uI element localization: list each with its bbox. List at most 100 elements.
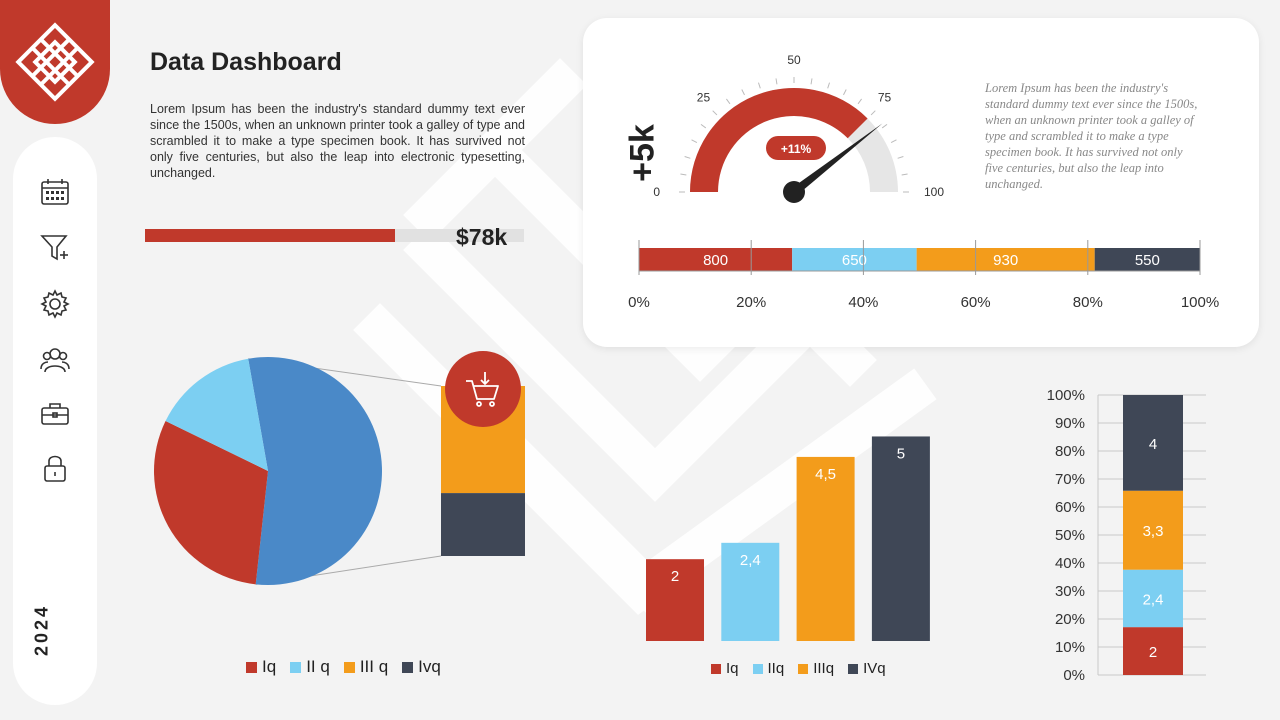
- logo-icon: [15, 22, 95, 102]
- gauge-tick: [726, 98, 731, 105]
- gauge-tick-label: 25: [697, 90, 711, 104]
- legend-swatch: [290, 661, 302, 673]
- axis-tick-label: 60%: [961, 294, 991, 311]
- gauge-tick: [775, 78, 778, 85]
- progress-value-label: $78k: [456, 224, 508, 250]
- legend-label: IIIq: [813, 660, 835, 677]
- column-bar: [721, 542, 780, 641]
- stacked-bar-value-label: 550: [1135, 252, 1160, 269]
- axis-tick-label: 30%: [1055, 583, 1085, 600]
- pie-slice: [165, 358, 268, 471]
- gauge-tick-label: 75: [878, 90, 892, 104]
- axis-tick-label: 80%: [1073, 294, 1103, 311]
- calendar-icon[interactable]: [40, 177, 70, 207]
- column-bar: [796, 456, 855, 641]
- breakout-bar-segment: [441, 493, 525, 556]
- gauge-badge: [766, 136, 826, 160]
- legend-swatch: [798, 663, 809, 674]
- legend-swatch: [343, 661, 355, 673]
- stacked-column-segment: [1123, 395, 1183, 491]
- gauge-tick: [881, 124, 888, 129]
- legend-label: Ivq: [418, 657, 441, 676]
- legend-swatch: [711, 663, 721, 674]
- legend-item: IIIq: [798, 660, 834, 677]
- legend-item: Iq: [711, 660, 739, 677]
- stacked-bar-segment: [792, 248, 917, 271]
- gauge-tick: [857, 98, 862, 105]
- stacked-column-value-label: 2: [1149, 644, 1157, 661]
- axis-tick-label: 90%: [1055, 415, 1085, 432]
- axis-tick-label: 10%: [1055, 639, 1085, 656]
- gauge-tick: [810, 78, 813, 85]
- gauge-tick: [680, 173, 687, 176]
- axis-tick-label: 100%: [1047, 387, 1085, 404]
- legend-item: Iq: [246, 657, 276, 677]
- gauge-tick-label: 0: [653, 185, 660, 199]
- legend-swatch: [752, 663, 763, 674]
- pie-legend: Iq II q III q Ivq: [246, 657, 455, 677]
- gear-icon[interactable]: [40, 289, 70, 319]
- column-bar: [646, 559, 704, 641]
- toolbox-icon[interactable]: [40, 399, 70, 429]
- gauge-tick: [700, 124, 707, 129]
- legend-item: III q: [343, 657, 389, 677]
- pie-slice: [154, 421, 268, 585]
- gauge-tick: [870, 110, 876, 116]
- cart-wheel: [476, 401, 482, 407]
- gauge-tick: [684, 155, 691, 159]
- stacked-column-segment: [1123, 627, 1183, 675]
- stacked-bar-value-label: 930: [993, 252, 1018, 269]
- gauge-tick: [901, 173, 908, 176]
- legend-item: II q: [290, 657, 330, 677]
- axis-tick-label: 70%: [1055, 471, 1085, 488]
- gauge-fill: [690, 88, 868, 192]
- progress-bar-fill: [145, 229, 396, 242]
- column-value-label: 5: [897, 445, 905, 462]
- legend-label: Iq: [262, 657, 277, 676]
- legend-item: Ivq: [402, 657, 441, 677]
- bar-legend: Iq IIq IIIq IVq: [711, 660, 900, 677]
- intro-paragraph: Lorem Ipsum has been the industry's stan…: [150, 102, 525, 180]
- lock-icon[interactable]: [40, 453, 70, 483]
- legend-label: III q: [359, 657, 389, 676]
- column-value-label: 2,4: [740, 552, 761, 569]
- gauge-badge-label: +11%: [781, 142, 812, 156]
- cart-badge: [445, 351, 521, 427]
- axis-tick-label: 50%: [1055, 527, 1085, 544]
- funnel-plus-icon[interactable]: [40, 233, 70, 263]
- legend-item: IIq: [752, 660, 784, 677]
- stacked-column-value-label: 2,4: [1143, 591, 1164, 608]
- gauge-needle-hub: [783, 181, 805, 203]
- stacked-bar-segment: [1094, 248, 1200, 271]
- gauge-needle: [791, 123, 883, 196]
- card-description: Lorem Ipsum has been the industry's stan…: [985, 81, 1198, 191]
- column-bar: [871, 436, 930, 641]
- legend-swatch: [848, 663, 859, 674]
- axis-tick-label: 80%: [1055, 443, 1085, 460]
- stacked-column-value-label: 3,3: [1143, 523, 1164, 540]
- column-value-label: 2: [671, 568, 679, 585]
- gauge-tick: [827, 82, 831, 89]
- gauge-tick: [691, 139, 698, 143]
- legend-swatch: [246, 661, 257, 673]
- stacked-column-segment: [1123, 569, 1183, 628]
- gauge-card: 0 25 50 75 100 +11% 800 650 930 550 0% 20% 40% 60% 80%…: [583, 18, 1259, 347]
- gauge-tick-label: 100: [924, 185, 944, 199]
- axis-tick-label: 40%: [848, 294, 878, 311]
- page-title: Data Dashboard: [150, 48, 342, 76]
- cart-wheel: [489, 401, 495, 407]
- users-icon[interactable]: [40, 345, 70, 375]
- stacked-bar-segment: [916, 248, 1095, 271]
- gauge-tick: [712, 110, 718, 116]
- gauge-tick-label: 50: [787, 53, 801, 67]
- cart-arrow: [480, 372, 490, 385]
- sidebar: [13, 137, 97, 705]
- gauge-tick: [843, 89, 847, 96]
- legend-label: IVq: [863, 660, 886, 677]
- gauge-tick: [897, 155, 904, 159]
- axis-tick-label: 60%: [1055, 499, 1085, 516]
- axis-tick-label: 100%: [1181, 294, 1219, 311]
- shopping-cart-icon: [466, 372, 499, 407]
- progress-bar: [145, 229, 524, 242]
- gauge-card-charts: 0 25 50 75 100 +11% 800 650 930 550 0% 20% 40% 60% 80%…: [628, 53, 1219, 311]
